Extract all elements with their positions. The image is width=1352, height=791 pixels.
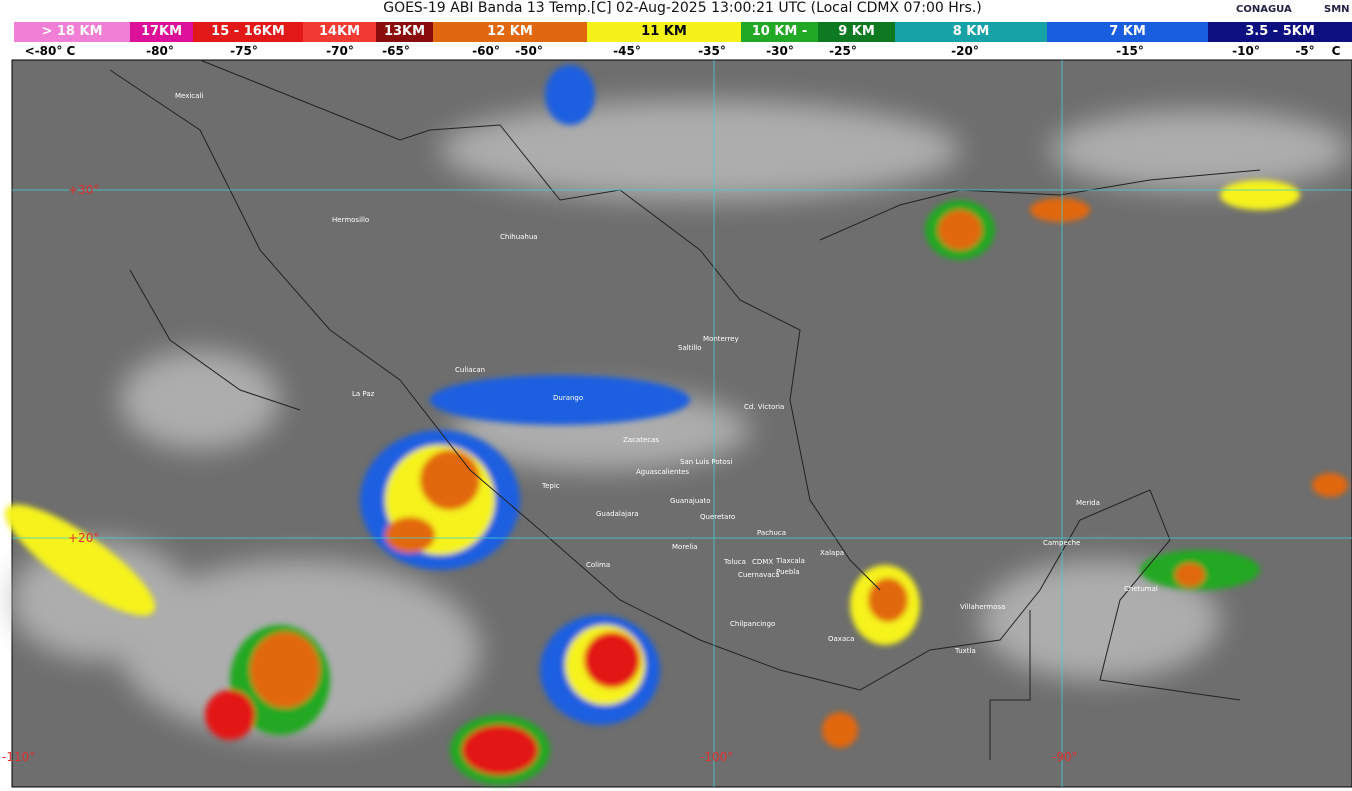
city-label: Chilpancingo [730, 620, 775, 628]
legend-item: 12 KM [433, 22, 587, 42]
temp-label: -50° [515, 44, 543, 58]
city-label: Cuernavaca [738, 571, 780, 579]
legend-item: 11 KM [587, 22, 741, 42]
legend-item: 15 - 16KM [193, 22, 303, 42]
city-label: Toluca [723, 558, 746, 566]
city-label: Puebla [776, 568, 800, 576]
storm-cells [4, 65, 1348, 785]
temp-label: -10° [1232, 44, 1260, 58]
city-label: Tuxtla [954, 647, 976, 655]
city-label: Merida [1076, 499, 1100, 507]
temp-label: -70° [326, 44, 354, 58]
city-label: Queretaro [700, 513, 735, 521]
city-label: Hermosillo [332, 216, 369, 224]
logo: SMN [1324, 4, 1350, 15]
temp-label: -15° [1116, 44, 1144, 58]
borders [109, 59, 1261, 760]
legend-item: 7 KM [1047, 22, 1208, 42]
temp-label: <-80° C [24, 44, 76, 58]
city-label: Chetumal [1124, 585, 1158, 593]
city-label: Durango [553, 394, 583, 402]
legend-item: 8 KM [895, 22, 1047, 42]
city-label: Guadalajara [596, 510, 639, 518]
grid-label: +20° [68, 531, 99, 545]
temp-label: -65° [382, 44, 410, 58]
city-label: Morelia [672, 543, 698, 551]
city-label: Mexicali [175, 92, 203, 100]
legend-item: 3.5 - 5KM [1208, 22, 1352, 42]
city-label: Oaxaca [828, 635, 854, 643]
city-label: Saltillo [678, 344, 702, 352]
grid-label: -100° [700, 750, 733, 764]
temp-label: -30° [766, 44, 794, 58]
city-label: Monterrey [703, 335, 739, 343]
logo: CONAGUA [1236, 4, 1292, 15]
city-label: CDMX [752, 558, 773, 566]
legend-item: 17KM [130, 22, 193, 42]
grid-label: +30° [68, 183, 99, 197]
temp-label: -80° [146, 44, 174, 58]
city-label: Guanajuato [670, 497, 711, 505]
city-label: Colima [586, 561, 610, 569]
city-label: Villahermosa [960, 603, 1005, 611]
city-label: Culiacan [455, 366, 485, 374]
legend-item: > 18 KM [14, 22, 130, 42]
city-label: Campeche [1043, 539, 1080, 547]
grid-label: -110° [2, 750, 35, 764]
legend-item: 13KM [376, 22, 433, 42]
temp-label: -5° [1295, 44, 1315, 58]
city-label: Xalapa [820, 549, 844, 557]
temp-label: C [1331, 44, 1341, 58]
city-label: Chihuahua [500, 233, 538, 241]
city-label: Aguascalientes [636, 468, 689, 476]
city-label: Tepic [541, 482, 560, 490]
legend-item: 10 KM - [741, 22, 818, 42]
city-label: La Paz [352, 390, 375, 398]
city-label: Zacatecas [623, 436, 659, 444]
graticule [12, 60, 1352, 787]
temp-label: -45° [613, 44, 641, 58]
legend-item: 9 KM [818, 22, 895, 42]
title: GOES-19 ABI Banda 13 Temp.[C] 02-Aug-202… [383, 0, 982, 16]
city-label: San Luis Potosi [680, 458, 732, 466]
grid-label: -90° [1052, 750, 1078, 764]
temp-label: -20° [951, 44, 979, 58]
temp-label: -60° [472, 44, 500, 58]
temp-label: -75° [230, 44, 258, 58]
legend-item: 14KM [303, 22, 376, 42]
temp-label: -35° [698, 44, 726, 58]
city-label: Tlaxcala [775, 557, 805, 565]
city-label: Cd. Victoria [744, 403, 784, 411]
city-label: Pachuca [757, 529, 786, 537]
temp-label: -25° [829, 44, 857, 58]
